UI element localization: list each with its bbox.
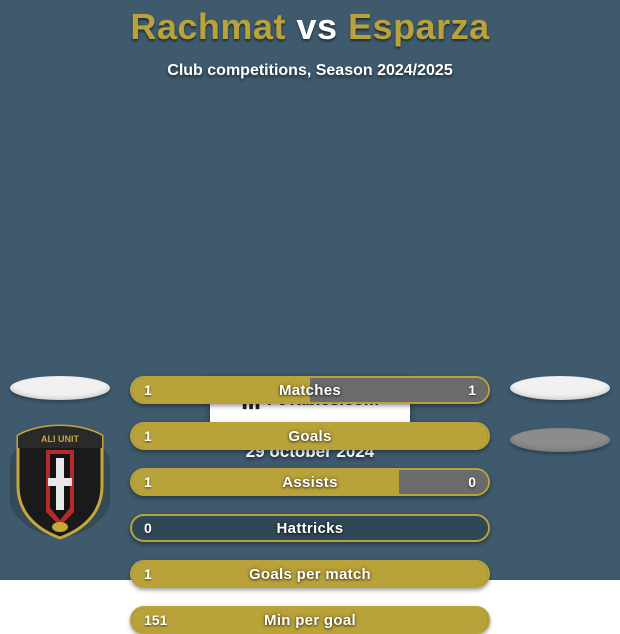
stats-table: 1Matches11Goals1Assists00Hattricks1Goals… [130, 376, 490, 634]
stat-row: 151Min per goal [130, 606, 490, 634]
title-player2: Esparza [348, 6, 490, 47]
stat-value-right: 0 [468, 470, 476, 494]
stat-row: 0Hattricks [130, 514, 490, 542]
stat-row: 1Goals [130, 422, 490, 450]
player2-badge-ellipse-2 [510, 428, 610, 452]
title-vs: vs [296, 6, 337, 47]
player1-badge-ellipse [10, 376, 110, 400]
comparison-card: Rachmat vs Esparza Club competitions, Se… [0, 0, 620, 580]
stat-row: 1Matches1 [130, 376, 490, 404]
club-shield-icon: ALI UNIT [10, 422, 110, 540]
left-column: ALI UNIT [10, 376, 110, 540]
player1-club-badge: ALI UNIT [10, 422, 110, 540]
svg-text:ALI UNIT: ALI UNIT [41, 434, 79, 444]
page-title: Rachmat vs Esparza [0, 0, 620, 48]
stat-label: Min per goal [132, 608, 488, 632]
stat-label: Matches [132, 378, 488, 402]
stat-value-right: 1 [468, 378, 476, 402]
stat-label: Hattricks [132, 516, 488, 540]
title-player1: Rachmat [130, 6, 286, 47]
stat-row: 1Assists0 [130, 468, 490, 496]
body-area: ALI UNIT 1Matches11Goals1Assists00Hattri… [0, 376, 620, 462]
player2-badge-ellipse-1 [510, 376, 610, 400]
subtitle: Club competitions, Season 2024/2025 [0, 62, 620, 80]
stat-label: Goals per match [132, 562, 488, 586]
stat-row: 1Goals per match [130, 560, 490, 588]
stat-label: Assists [132, 470, 488, 494]
stat-label: Goals [132, 424, 488, 448]
right-column [510, 376, 610, 452]
